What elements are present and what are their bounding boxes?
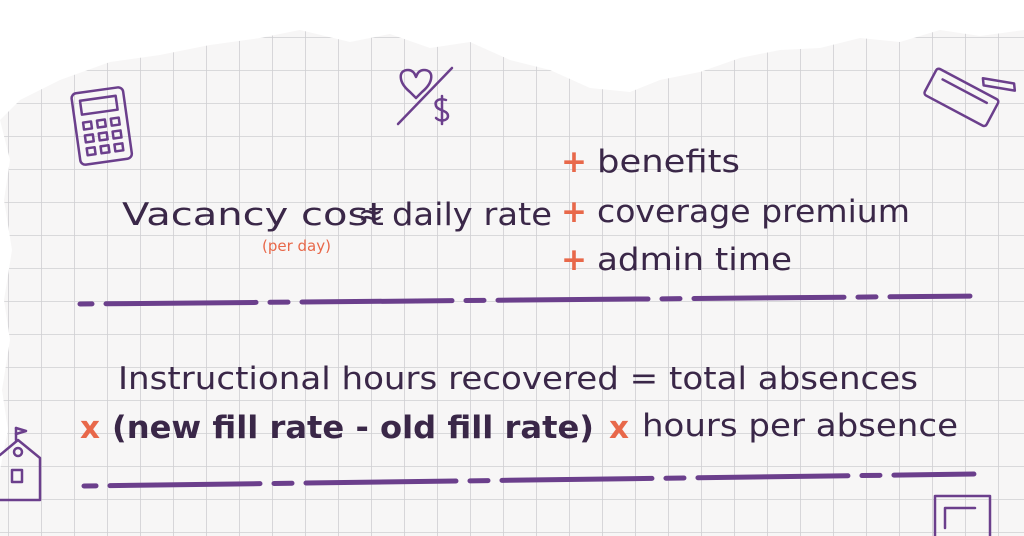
calculator-icon	[70, 86, 134, 166]
term: admin time	[597, 242, 792, 278]
plus-sign: +	[561, 144, 587, 180]
divider	[77, 293, 981, 307]
vacancy-lead: Vacancy cost	[122, 197, 384, 233]
hours-line: Instructional hours recovered = total ab…	[118, 361, 918, 397]
times-sign: x	[609, 410, 629, 446]
fill-rate-difference: (new fill rate - old fill rate)	[112, 410, 594, 446]
plus-sign: +	[561, 194, 587, 230]
approx-sign: ≈	[358, 197, 384, 233]
times-sign: x	[80, 410, 100, 446]
vacancy-base: daily rate	[392, 197, 552, 233]
term: benefits	[597, 144, 740, 180]
divider	[81, 471, 981, 489]
plus-sign: +	[561, 242, 587, 278]
hours-per-absence: hours per absence	[642, 408, 958, 444]
school-icon	[0, 426, 42, 502]
pencil-ruler-icon	[923, 67, 1017, 128]
per-day-note: (per day)	[262, 237, 331, 255]
triangle-ruler-icon	[933, 494, 992, 536]
term: coverage premium	[597, 194, 910, 230]
heart-dollar-icon	[396, 66, 454, 126]
